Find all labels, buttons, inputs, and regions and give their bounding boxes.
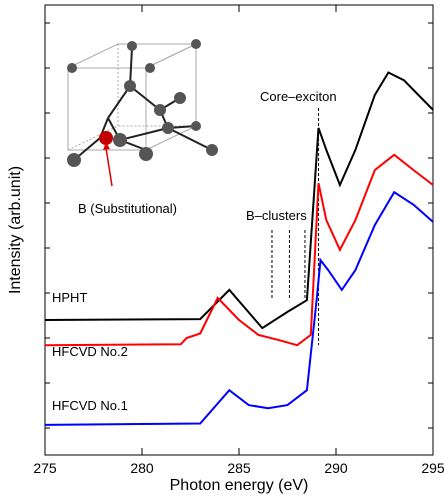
x-tick-label: 295	[421, 460, 445, 476]
annotation: B (Substitutional)	[78, 201, 177, 216]
x-tick-label: 280	[130, 460, 154, 476]
series-label: HPHT	[52, 290, 87, 305]
x-axis-label: Photon energy (eV)	[170, 477, 309, 494]
plot-frame	[45, 5, 433, 455]
x-tick-label: 285	[227, 460, 251, 476]
annotation: B–clusters	[246, 208, 307, 223]
x-tick-label: 275	[33, 460, 57, 476]
series-label: HFCVD No.1	[52, 398, 128, 413]
line-series	[45, 155, 433, 345]
series-label: HFCVD No.2	[52, 344, 128, 359]
crystal-inset	[67, 39, 218, 186]
y-axis-label: Intensity (arb.unit)	[7, 166, 24, 294]
chart: B (Substitutional) Core–exciton B–cluste…	[0, 0, 445, 496]
annotation: Core–exciton	[260, 89, 337, 104]
line-series	[45, 192, 433, 425]
x-tick-label: 290	[324, 460, 348, 476]
